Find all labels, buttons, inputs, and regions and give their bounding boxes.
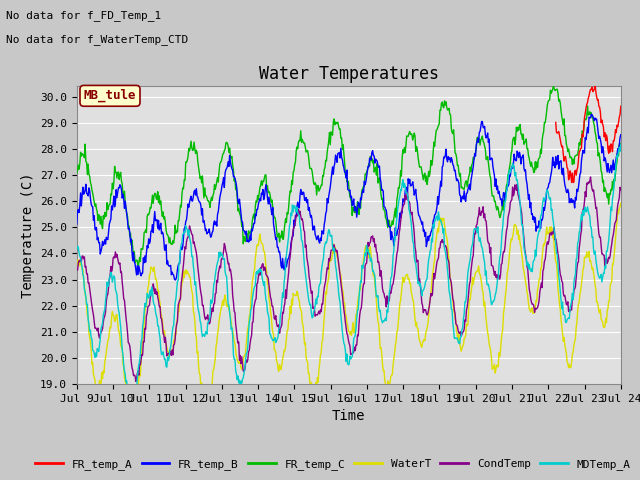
Legend: FR_temp_A, FR_temp_B, FR_temp_C, WaterT, CondTemp, MDTemp_A: FR_temp_A, FR_temp_B, FR_temp_C, WaterT,…: [31, 455, 635, 474]
Text: No data for f_WaterTemp_CTD: No data for f_WaterTemp_CTD: [6, 34, 189, 45]
Text: MB_tule: MB_tule: [84, 89, 136, 103]
Text: No data for f_FD_Temp_1: No data for f_FD_Temp_1: [6, 10, 162, 21]
Title: Water Temperatures: Water Temperatures: [259, 65, 439, 84]
X-axis label: Time: Time: [332, 409, 365, 423]
Y-axis label: Temperature (C): Temperature (C): [20, 172, 35, 298]
